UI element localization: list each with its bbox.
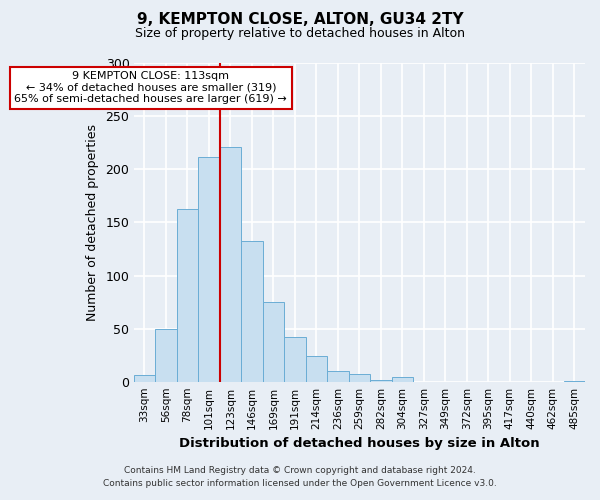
Text: 9 KEMPTON CLOSE: 113sqm
← 34% of detached houses are smaller (319)
65% of semi-d: 9 KEMPTON CLOSE: 113sqm ← 34% of detache… (14, 71, 287, 104)
Y-axis label: Number of detached properties: Number of detached properties (86, 124, 98, 321)
Bar (220, 146, 241, 382)
Text: 9, KEMPTON CLOSE, ALTON, GU34 2TY: 9, KEMPTON CLOSE, ALTON, GU34 2TY (137, 12, 463, 28)
X-axis label: Distribution of detached houses by size in Alton: Distribution of detached houses by size … (179, 437, 539, 450)
Bar (284, 336, 305, 382)
Bar (134, 375, 155, 382)
Bar (198, 158, 220, 382)
Text: Contains HM Land Registry data © Crown copyright and database right 2024.
Contai: Contains HM Land Registry data © Crown c… (103, 466, 497, 487)
Bar (392, 377, 413, 382)
Bar (305, 356, 327, 382)
Bar (241, 240, 263, 382)
Bar (263, 302, 284, 382)
Bar (155, 329, 176, 382)
Bar (370, 380, 392, 382)
Bar (327, 370, 349, 382)
Bar (176, 208, 198, 382)
Bar (349, 374, 370, 382)
Text: Size of property relative to detached houses in Alton: Size of property relative to detached ho… (135, 28, 465, 40)
